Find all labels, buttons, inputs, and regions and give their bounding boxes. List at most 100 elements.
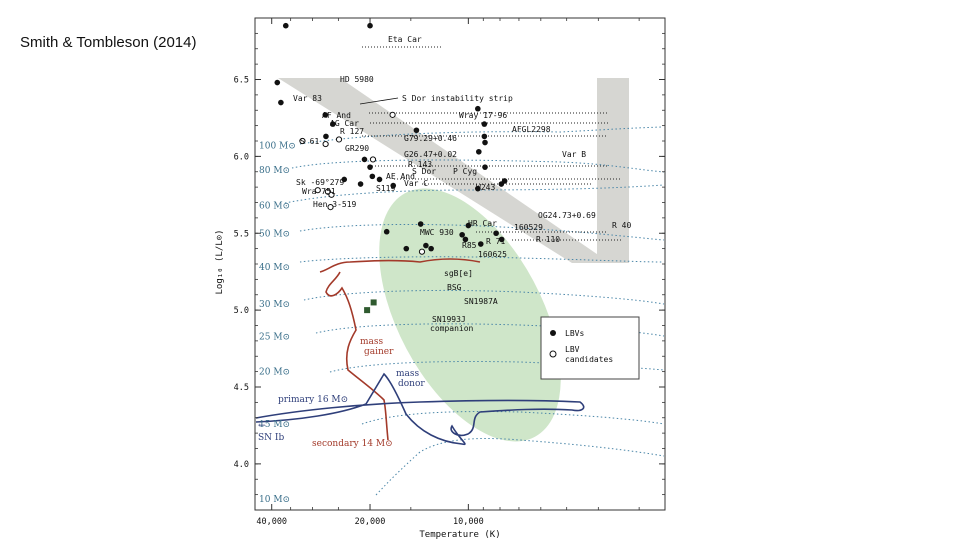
legend-lbvs: LBVs <box>565 329 584 338</box>
y-tick-label: 5.5 <box>234 229 249 239</box>
track-25 <box>315 323 665 337</box>
label-g79: G79.29+0.46 <box>404 134 457 143</box>
label-ae-and: AE And <box>386 172 415 181</box>
strip-pointer <box>359 97 399 105</box>
label-r71: R 71 <box>486 237 505 246</box>
track-label: 25 M⊙ <box>259 332 290 342</box>
lbv-point: W243 <box>390 182 397 189</box>
evolutionary-tracks <box>284 126 665 496</box>
label-sn1987a: SN1987A <box>464 297 498 306</box>
label-mass-1: mass <box>360 337 384 347</box>
x-tick-label: 10,000 <box>453 517 484 527</box>
legend-lbv: LBV <box>565 345 580 354</box>
lbv-point: R 40 (3) <box>477 241 484 247</box>
lbv-point: AE And <box>341 176 348 183</box>
label-w243: W243 <box>476 183 495 192</box>
lbv-candidate-point: 160625 <box>418 248 426 255</box>
label-og24: OG24.73+0.69 <box>538 211 596 220</box>
label-gainer: gainer <box>364 347 394 357</box>
lbv-candidate-point: GR290 <box>322 140 329 148</box>
label-sn1993j: SN1993J <box>432 315 466 324</box>
track-80 <box>291 159 665 173</box>
lbv-point: AFGL2298 <box>413 127 420 134</box>
label-r110: R 110 <box>536 235 560 244</box>
lbv-point: AG Car <box>330 121 336 127</box>
lbv-point: S Dor <box>376 176 383 183</box>
legend-box <box>540 316 640 380</box>
track-50 <box>299 223 665 241</box>
lbv-point: Strip right (2) <box>481 121 488 127</box>
label-r143: R 143 <box>408 160 432 169</box>
label-mwc930: MWC 930 <box>420 228 454 237</box>
lbv-point: G26.47+0.02 <box>361 156 368 163</box>
label-donor: donor <box>398 379 425 389</box>
label-wray: Wray 17-96 <box>459 111 507 120</box>
track-label: 30 M⊙ <box>259 300 290 310</box>
star-labels: Eta Car HD 5980 Var 83 S Dor instability… <box>258 35 631 449</box>
y-tick-label: 6.5 <box>234 76 249 86</box>
track-label: 10 M⊙ <box>259 495 290 505</box>
label-r40: R 40 <box>612 221 631 230</box>
x-axis: 40,000 20,000 10,000 <box>254 18 640 527</box>
lbv-candidate-point: Wray 17-96 <box>389 111 396 118</box>
lbv-point: Var B <box>476 148 482 155</box>
lbv-point: HR Car (2) <box>462 236 469 243</box>
y-axis-title: Log₁₀ (L/L⊙) <box>215 229 225 294</box>
legend-cand-marker <box>549 350 557 358</box>
legend-candidates: candidates <box>565 355 613 364</box>
lbv-point: Var B (2) <box>482 164 488 170</box>
track-label: 40 M⊙ <box>259 263 290 273</box>
track-30 <box>303 289 665 305</box>
label-sk69: Sk -69°279 <box>296 178 344 187</box>
label-eta-car: Eta Car <box>388 35 422 44</box>
lbv-point: P Cyg <box>369 173 376 180</box>
lbv-point: HD 5980 <box>274 79 281 86</box>
mass-gainer-track <box>319 258 481 441</box>
lbv-point: Eta Car <box>282 22 289 29</box>
label-p-cyg: P Cyg <box>453 167 477 176</box>
sn-ib-arrow: ← <box>258 421 266 431</box>
label-s119: S119 <box>376 184 395 193</box>
lbv-point: R 143 <box>367 164 373 170</box>
y-tick-label: 6.0 <box>234 152 249 162</box>
legend-lbv-marker <box>550 330 556 336</box>
lbv-candidate-point: Sk -69°279 <box>314 187 321 194</box>
data-points: Eta Car Eta Car (2) HD 5980 Var 83 AF AndAG … <box>274 22 508 314</box>
label-160529: 160529 <box>514 223 543 232</box>
label-wra751: Wra 751 <box>302 187 336 196</box>
y-tick-label: 4.0 <box>234 460 249 470</box>
lbv-point: R 40 (2) <box>498 236 505 243</box>
sn-marker <box>364 307 371 314</box>
label-primary: primary 16 M⊙ <box>278 395 348 405</box>
lbv-point: Var 83 <box>278 99 284 106</box>
track-100 <box>299 126 663 145</box>
track-label: 100 M⊙ <box>259 142 296 152</box>
label-var83: Var 83 <box>293 94 322 103</box>
label-mass-2: mass <box>396 369 420 379</box>
label-af-and: AF And <box>322 111 351 120</box>
label-sdor-strip: S Dor instability strip <box>402 94 513 103</box>
track-labels: 100 M⊙ 80 M⊙ 60 M⊙ 50 M⊙ 40 M⊙ 30 M⊙ 25 M⊙ 20 M… <box>259 142 296 506</box>
sn-marker <box>370 299 377 306</box>
label-gr290: GR290 <box>345 144 369 153</box>
lbv-candidate-point: G26.47+0.02 (2) <box>369 156 377 163</box>
label-r85: R85 <box>462 241 477 250</box>
label-hr-car: HR Car <box>468 219 497 228</box>
label-s-dor: S Dor <box>412 167 436 176</box>
mass-donor-track <box>255 372 585 446</box>
lbv-point: R 40 <box>493 230 499 237</box>
track-label: 50 M⊙ <box>259 229 290 239</box>
x-axis-title: Temperature (K) <box>419 530 500 540</box>
track-label: 20 M⊙ <box>259 368 290 378</box>
x-tick-label: 20,000 <box>355 517 386 527</box>
track-label: 60 M⊙ <box>259 202 290 212</box>
lbv-point: R 127 <box>323 133 329 140</box>
lbv-point: MWC 930 <box>383 228 390 235</box>
s-dor-strip <box>278 78 610 263</box>
track-label: 15 M⊙ <box>259 420 290 430</box>
lbv-point: Strip right (4) <box>482 139 488 146</box>
lbv-point: AF And <box>322 112 329 118</box>
lbv-point: Eta Car (2) <box>367 22 373 29</box>
y-tick-label: 5.0 <box>234 306 249 316</box>
label-sgbe: sgB[e] <box>444 269 473 278</box>
